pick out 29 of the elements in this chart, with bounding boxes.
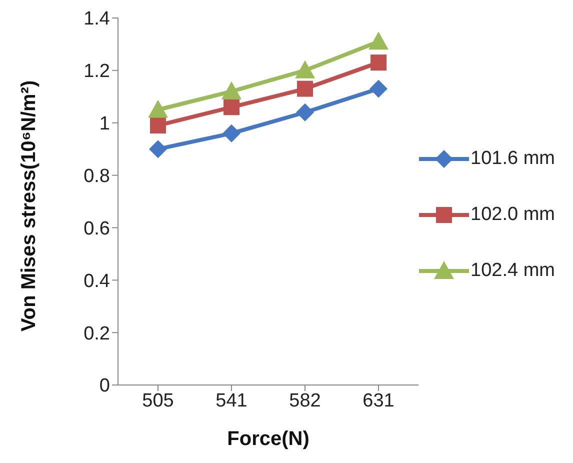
y-tick-label: 0.6 <box>84 218 110 240</box>
point <box>224 99 240 116</box>
y-tick-label: 1.2 <box>84 61 110 82</box>
y-axis-title: Von Mises stress(10⁶N/m²) <box>18 80 40 332</box>
y-tick-label: 0 <box>99 376 110 397</box>
point <box>370 80 388 98</box>
point <box>295 60 316 78</box>
y-tick-label: 0.8 <box>84 166 110 188</box>
point <box>297 80 314 97</box>
point <box>148 100 168 118</box>
y-tick-label: 0.2 <box>84 323 110 344</box>
x-tick-label: 541 <box>216 390 248 412</box>
y-tick-label: 1 <box>99 114 110 135</box>
x-tick-label: 582 <box>289 390 321 412</box>
legend-label: 101.6 mm <box>470 148 555 170</box>
legend-label: 102.4 mm <box>470 260 555 282</box>
point <box>149 140 167 158</box>
point <box>222 124 241 142</box>
x-tick-label: 505 <box>142 390 174 412</box>
point <box>368 32 389 50</box>
point <box>296 103 314 122</box>
point <box>222 81 242 100</box>
point <box>370 54 387 71</box>
y-tick-label: 1.4 <box>84 8 110 30</box>
legend-label: 102.0 mm <box>470 204 555 226</box>
point <box>150 117 166 134</box>
x-axis-title: Force(N) <box>227 428 310 450</box>
x-tick-label: 631 <box>362 390 394 412</box>
y-tick-label: 0.4 <box>84 270 110 292</box>
